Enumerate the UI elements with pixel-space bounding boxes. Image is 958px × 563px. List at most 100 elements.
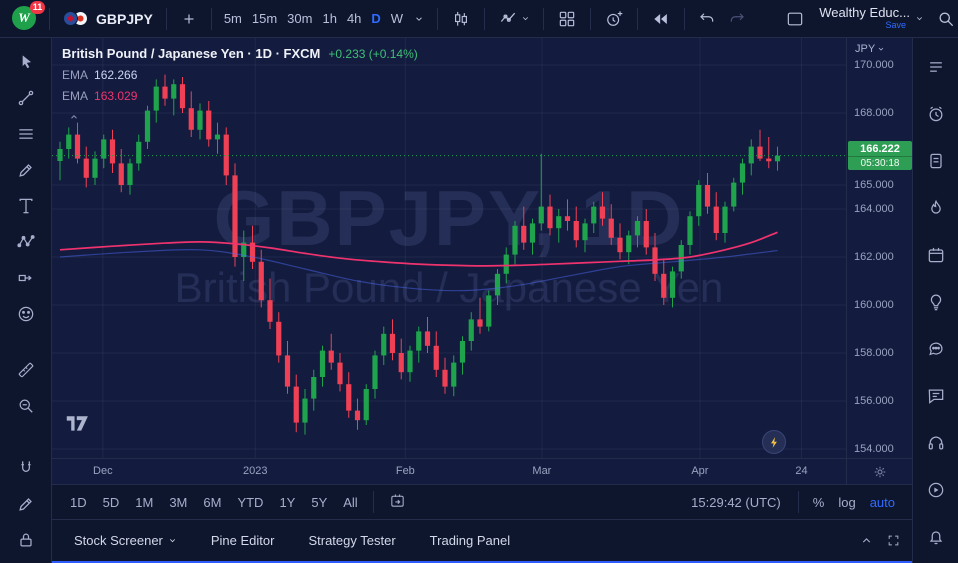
left-drawing-toolbar — [0, 38, 52, 563]
account-logo[interactable]: W 11 — [12, 0, 45, 32]
candlestick-chart[interactable] — [52, 38, 846, 458]
lock-drawings-button[interactable] — [9, 526, 43, 554]
quick-search-button[interactable] — [930, 5, 958, 33]
play-circle-icon — [928, 482, 943, 498]
undo-icon — [700, 12, 714, 22]
layout-name-button[interactable]: Wealthy Educ... Save — [811, 2, 930, 36]
range-5y-button[interactable]: 5Y — [311, 494, 328, 510]
chat-button[interactable] — [921, 381, 951, 411]
emoji-tool-button[interactable] — [9, 300, 43, 328]
account-name: Wealthy Educ... — [819, 4, 910, 20]
tab-stock-screener[interactable]: Stock Screener — [64, 527, 187, 554]
lock-icon — [19, 533, 32, 547]
range-3m-button[interactable]: 3M — [169, 494, 188, 510]
tradingview-logo[interactable] — [64, 414, 94, 437]
range-5d-button[interactable]: 5D — [102, 494, 120, 510]
chart-style-button[interactable] — [445, 5, 477, 33]
tab-trading-panel[interactable]: Trading Panel — [420, 527, 520, 554]
compare-add-button[interactable] — [174, 6, 204, 32]
select-layout-button[interactable] — [779, 5, 811, 33]
timeframe-30m[interactable]: 30m — [287, 11, 313, 26]
price-tick-154: 154.000 — [854, 443, 894, 455]
window-bottom-edge — [52, 561, 912, 563]
calendar-button[interactable] — [921, 240, 951, 270]
price-tick-168: 168.000 — [854, 107, 894, 119]
drawing-mode-button[interactable] — [9, 490, 43, 518]
timeframe-5m[interactable]: 5m — [223, 11, 242, 26]
journal-button[interactable] — [921, 146, 951, 176]
price-axis[interactable]: JPY 170.000 168.000 165.000 164.000 162.000 1… — [846, 38, 912, 458]
tab-strategy-tester[interactable]: Strategy Tester — [298, 527, 405, 554]
indicator-row-ema-1[interactable]: EMA 162.266 — [62, 68, 418, 82]
indicator-name: EMA — [62, 89, 89, 103]
chat-icon — [928, 389, 943, 404]
instant-order-button[interactable] — [762, 430, 786, 454]
timeframe-1d[interactable]: D — [371, 11, 381, 26]
timeframe-15m[interactable]: 15m — [251, 11, 278, 26]
fib-lines-tool-button[interactable] — [9, 120, 43, 148]
magnet-tool-button[interactable] — [9, 454, 43, 482]
chevron-down-icon — [878, 47, 884, 51]
axis-settings-button[interactable] — [846, 459, 912, 484]
grid-layout-icon — [559, 11, 575, 26]
symbol-title[interactable]: British Pound / Japanese Yen · 1D · FXCM — [62, 46, 321, 61]
chat-cloud-icon — [928, 342, 942, 356]
zoom-tool-button[interactable] — [9, 392, 43, 420]
xabcd-pattern-icon — [16, 235, 35, 248]
layout-templates-button[interactable] — [551, 5, 583, 33]
support-button[interactable] — [921, 428, 951, 458]
percent-scale-button[interactable]: % — [812, 494, 825, 510]
candlestick-icon — [455, 11, 468, 26]
price-axis-currency-button[interactable]: JPY — [855, 43, 885, 55]
time-tick-Dec: Dec — [93, 465, 113, 477]
open-panel-button[interactable] — [860, 534, 873, 547]
last-price-value: 166.222 — [860, 142, 900, 155]
ideas-button[interactable] — [921, 287, 951, 317]
measure-tool-button[interactable] — [9, 356, 43, 384]
indicators-button[interactable] — [492, 5, 536, 33]
chart-plot-area[interactable]: GBPJPY, 1D British Pound / Japanese Yen … — [52, 38, 846, 458]
last-price-label[interactable]: 166.222 05:30:18 — [848, 140, 912, 170]
timeframe-menu-button[interactable] — [408, 10, 430, 28]
range-all-button[interactable]: All — [343, 494, 358, 510]
brush-tool-button[interactable] — [9, 156, 43, 184]
timeframe-4h[interactable]: 4h — [346, 11, 362, 26]
fullscreen-button[interactable] — [887, 534, 900, 547]
timeframe-1h[interactable]: 1h — [322, 11, 337, 26]
create-alert-button[interactable] — [598, 5, 630, 33]
redo-button[interactable] — [722, 6, 752, 32]
range-ytd-button[interactable]: YTD — [237, 494, 264, 510]
time-axis[interactable]: Dec 2023 Feb Mar Apr 24 — [52, 458, 912, 484]
symbol-search-button[interactable]: GBPJPY — [57, 7, 159, 31]
indicator-row-ema-2[interactable]: EMA 163.029 — [62, 89, 418, 103]
undo-button[interactable] — [692, 6, 722, 32]
panel-controls — [860, 534, 900, 547]
timeframe-1w[interactable]: W — [390, 11, 404, 26]
range-1y-button[interactable]: 1Y — [279, 494, 296, 510]
alerts-button[interactable] — [921, 99, 951, 129]
price-change: +0.233 (+0.14%) — [328, 46, 418, 61]
pattern-tool-button[interactable] — [9, 228, 43, 256]
watchlist-button[interactable] — [921, 52, 951, 82]
forecast-tool-button[interactable] — [9, 264, 43, 292]
go-to-date-button[interactable] — [381, 488, 414, 516]
legend-collapse-button[interactable] — [64, 110, 84, 124]
range-1d-button[interactable]: 1D — [70, 494, 87, 510]
cursor-tool-button[interactable] — [9, 48, 43, 76]
toolbar-separator — [484, 7, 486, 30]
range-1m-button[interactable]: 1M — [135, 494, 154, 510]
layout-square-icon — [787, 12, 803, 25]
minds-button[interactable] — [921, 334, 951, 364]
hotlists-button[interactable] — [921, 193, 951, 223]
text-tool-button[interactable] — [9, 192, 43, 220]
range-6m-button[interactable]: 6M — [203, 494, 222, 510]
trend-line-tool-button[interactable] — [9, 84, 43, 112]
toolbar-separator — [49, 7, 50, 30]
clock-utc[interactable]: 15:29:42 (UTC) — [691, 494, 781, 510]
bar-replay-button[interactable] — [645, 5, 677, 33]
tab-pine-editor[interactable]: Pine Editor — [201, 527, 285, 554]
tutorials-button[interactable] — [921, 475, 951, 505]
log-scale-button[interactable]: log — [838, 494, 856, 510]
notifications-button[interactable] — [921, 522, 951, 552]
auto-scale-button[interactable]: auto — [869, 494, 895, 510]
